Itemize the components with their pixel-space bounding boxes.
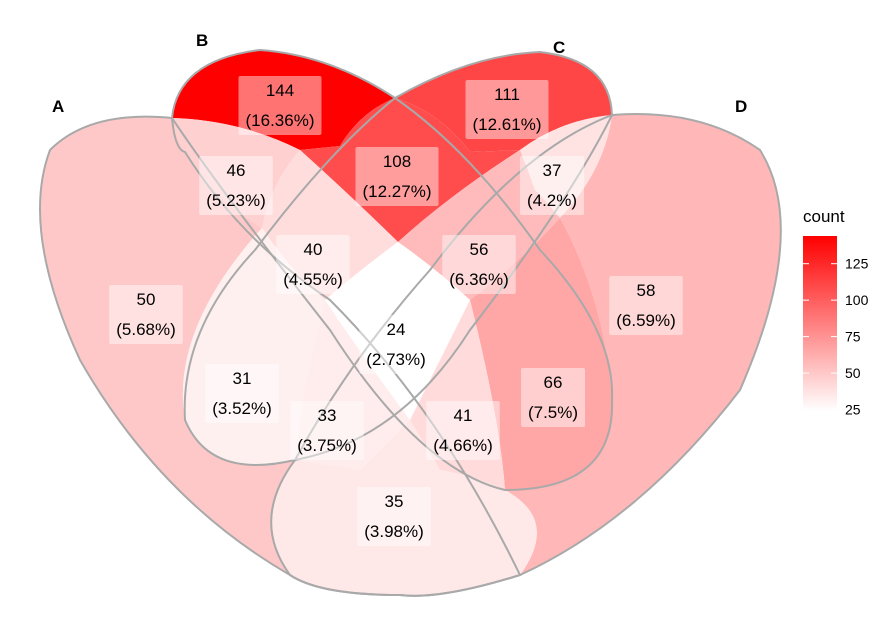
legend-tick-label: 75 <box>845 329 861 345</box>
region-label-background <box>465 80 549 139</box>
legend-tick-label: 100 <box>845 292 869 308</box>
region-label-background <box>519 156 585 215</box>
region-label-background <box>426 401 500 460</box>
venn-region <box>262 150 398 300</box>
set-d-outline <box>270 113 782 597</box>
venn-region <box>325 242 470 420</box>
region-percent-label: (3.98%) <box>364 522 424 541</box>
region-percent-label: (12.61%) <box>473 115 542 134</box>
legend-ticks: 25 50 75 100 125 <box>803 256 869 418</box>
region-count-label: 108 <box>383 152 411 171</box>
region-count-label: 46 <box>227 161 246 180</box>
region-label: 37 (4.2%) <box>519 156 585 215</box>
region-label-background <box>238 76 322 135</box>
region-labels: 144 (16.36%) 111 (12.61%) 46 (5.23%) 108 (12.27… <box>109 76 683 546</box>
set-c-outline <box>183 50 614 466</box>
set-label-a: A <box>52 97 64 116</box>
region-label-background <box>290 401 364 460</box>
region-label: 33 (3.75%) <box>290 401 364 460</box>
region-percent-label: (3.52%) <box>212 399 272 418</box>
venn-region <box>271 420 537 596</box>
legend-color-bar <box>803 236 837 411</box>
region-percent-label: (7.5%) <box>528 403 578 422</box>
venn-region <box>295 300 410 470</box>
region-label: 108 (12.27%) <box>355 147 439 206</box>
region-count-label: 56 <box>470 240 489 259</box>
venn-region <box>182 228 325 465</box>
region-label: 66 (7.5%) <box>520 368 586 427</box>
venn-regions <box>40 50 781 596</box>
legend-tick-label: 125 <box>845 256 869 272</box>
region-count-label: 58 <box>637 281 656 300</box>
region-label: 35 (3.98%) <box>357 487 431 546</box>
region-percent-label: (3.75%) <box>297 436 357 455</box>
region-count-label: 24 <box>387 320 406 339</box>
region-label-background <box>109 285 183 344</box>
region-percent-label: (4.2%) <box>527 191 577 210</box>
venn-region <box>520 115 612 218</box>
region-percent-label: (6.36%) <box>449 270 509 289</box>
region-label-background <box>359 315 433 374</box>
region-percent-label: (12.27%) <box>363 182 432 201</box>
region-percent-label: (6.59%) <box>616 311 676 330</box>
venn-region <box>505 114 781 575</box>
region-count-label: 144 <box>266 81 294 100</box>
region-percent-label: (2.73%) <box>366 350 426 369</box>
region-label: 24 (2.73%) <box>359 315 433 374</box>
region-label-background <box>357 487 431 546</box>
venn-region <box>410 300 505 490</box>
region-percent-label: (16.36%) <box>246 111 315 130</box>
region-label: 31 (3.52%) <box>205 364 279 423</box>
region-label-background <box>609 276 683 335</box>
region-count-label: 37 <box>543 161 562 180</box>
region-label: 41 (4.66%) <box>426 401 500 460</box>
region-percent-label: (4.66%) <box>433 436 493 455</box>
venn-region <box>395 52 612 152</box>
region-label-background <box>205 364 279 423</box>
region-count-label: 33 <box>318 406 337 425</box>
region-label: 56 (6.36%) <box>442 235 516 294</box>
region-label: 50 (5.68%) <box>109 285 183 344</box>
venn-outlines <box>39 48 782 597</box>
region-label-background <box>276 235 350 294</box>
venn-region <box>40 116 295 576</box>
region-label-background <box>520 368 586 427</box>
region-label-background <box>442 235 516 294</box>
set-label-b: B <box>196 31 208 50</box>
region-label: 40 (4.55%) <box>276 235 350 294</box>
region-count-label: 31 <box>233 369 252 388</box>
region-count-label: 35 <box>385 492 404 511</box>
region-percent-label: (4.55%) <box>283 270 343 289</box>
region-count-label: 41 <box>454 406 473 425</box>
set-labels: A B C D <box>52 31 747 116</box>
legend-tick-label: 50 <box>845 365 861 381</box>
region-count-label: 66 <box>544 373 563 392</box>
set-label-c: C <box>553 38 565 57</box>
region-count-label: 111 <box>494 85 520 104</box>
region-count-label: 40 <box>304 240 323 259</box>
venn-region <box>470 218 613 490</box>
region-label-background <box>199 156 273 215</box>
legend-tick-label: 25 <box>845 402 861 418</box>
venn-region <box>172 50 395 150</box>
region-percent-label: (5.68%) <box>116 320 176 339</box>
venn-region <box>172 118 300 228</box>
region-label: 46 (5.23%) <box>199 156 273 215</box>
region-label: 58 (6.59%) <box>609 276 683 335</box>
region-count-label: 50 <box>137 290 156 309</box>
legend-title: count <box>803 207 845 226</box>
set-b-outline <box>170 48 614 492</box>
venn-region <box>398 150 560 300</box>
region-label-background <box>355 147 439 206</box>
set-label-d: D <box>735 97 747 116</box>
region-label: 144 (16.36%) <box>238 76 322 135</box>
region-label: 111 (12.61%) <box>465 80 549 139</box>
legend: count 25 50 75 100 125 <box>803 207 869 418</box>
region-percent-label: (5.23%) <box>206 191 266 210</box>
